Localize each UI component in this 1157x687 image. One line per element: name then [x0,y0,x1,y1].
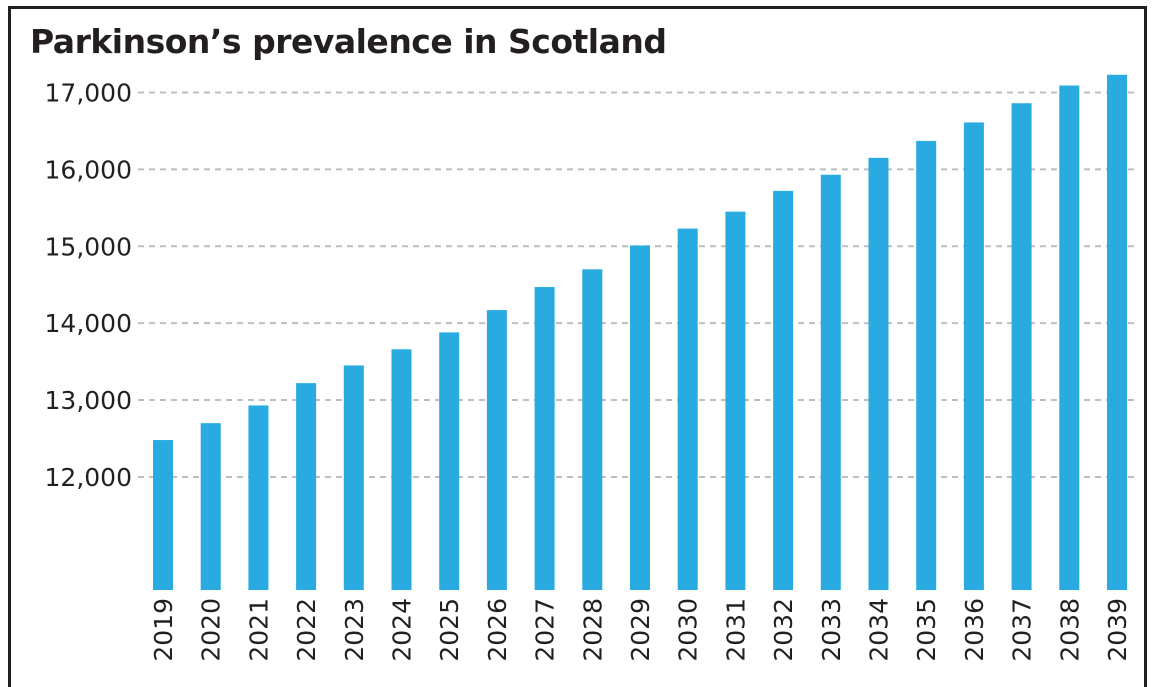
bar-2020 [200,423,221,590]
x-axis-labels: 2019 2020 2021 2022 2023 2024 2025 2026 2027 2028… [149,598,1132,662]
x-tick-label-2035: 2035 [912,598,941,662]
x-tick-label-2028: 2028 [578,598,607,662]
x-tick-label-2039: 2039 [1103,598,1132,662]
y-axis-ticks: 12,000 13,000 14,000 15,000 16,000 17,000 [45,78,132,492]
bar-2027 [534,287,555,590]
x-tick-label-2034: 2034 [865,598,894,662]
x-tick-label-2036: 2036 [960,598,989,662]
bar-2032 [773,190,794,590]
chart-title: Parkinson’s prevalence in Scotland [30,22,667,61]
bar-2037 [1011,103,1032,590]
bar-2029 [630,245,650,590]
bar-2031 [725,211,746,591]
x-tick-label-2024: 2024 [388,598,417,662]
x-tick-label-2022: 2022 [292,598,321,662]
bar-2033 [820,174,841,590]
x-tick-label-2031: 2031 [721,598,750,662]
x-tick-label-2033: 2033 [817,598,846,662]
y-tick-label: 16,000 [45,155,132,184]
bar-2028 [582,269,603,590]
bar-2034 [868,157,889,590]
bar-2023 [343,365,364,590]
x-tick-label-2030: 2030 [674,598,703,662]
bar-2039 [1107,74,1127,590]
y-tick-label: 14,000 [45,309,132,338]
bar-2035 [916,140,937,591]
bar-2022 [296,383,317,590]
bar-2026 [486,310,507,590]
bar-2024 [391,349,412,590]
bar-2030 [677,228,698,590]
bar-2025 [439,332,460,590]
bar-2038 [1059,85,1080,590]
y-tick-label: 13,000 [45,386,132,415]
bar-2019 [153,440,173,590]
bars [153,74,1127,591]
bar-2021 [248,405,269,590]
x-tick-label-2020: 2020 [197,598,226,662]
x-tick-label-2019: 2019 [149,598,178,662]
x-tick-label-2037: 2037 [1008,598,1037,662]
x-tick-label-2025: 2025 [435,598,464,662]
y-tick-label: 17,000 [45,78,132,107]
bar-2036 [963,122,984,590]
x-tick-label-2038: 2038 [1055,598,1084,662]
x-tick-label-2032: 2032 [769,598,798,662]
y-tick-label: 15,000 [45,232,132,261]
y-tick-label: 12,000 [45,463,132,492]
x-tick-label-2029: 2029 [626,598,655,662]
x-tick-label-2027: 2027 [531,598,560,662]
x-tick-label-2023: 2023 [340,598,369,662]
chart-frame [8,6,1147,687]
x-tick-label-2026: 2026 [483,598,512,662]
x-tick-label-2021: 2021 [244,598,273,662]
